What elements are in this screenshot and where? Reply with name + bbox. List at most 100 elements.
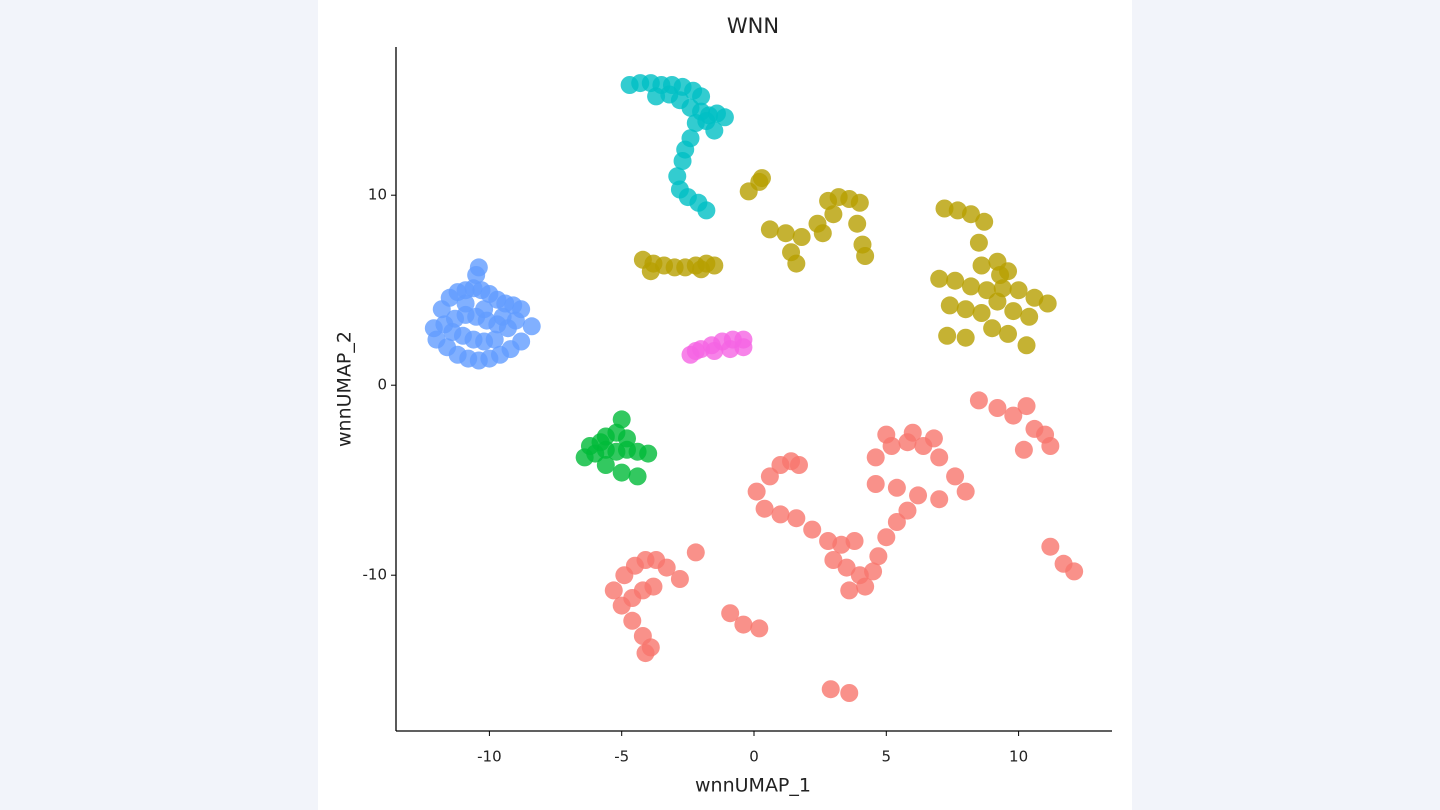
point — [734, 615, 753, 634]
point — [705, 342, 724, 360]
point — [930, 490, 949, 509]
point — [456, 294, 475, 313]
point — [869, 547, 888, 566]
point — [697, 201, 716, 220]
point — [1065, 562, 1084, 581]
point — [673, 152, 692, 170]
point — [617, 429, 636, 448]
point — [856, 577, 875, 596]
point — [930, 448, 949, 467]
point — [887, 478, 906, 497]
point — [475, 300, 494, 319]
point — [644, 577, 663, 596]
point — [789, 456, 808, 474]
point — [686, 543, 705, 562]
chart-title: WNN — [727, 14, 779, 38]
point — [485, 330, 504, 349]
point — [469, 258, 488, 277]
point — [887, 513, 906, 531]
point — [776, 224, 795, 243]
point — [864, 562, 883, 581]
x-tick-label: 10 — [1009, 748, 1028, 766]
point — [1017, 397, 1036, 416]
point — [692, 260, 711, 279]
point — [1014, 440, 1033, 459]
point — [924, 429, 943, 448]
point — [657, 558, 676, 577]
point — [938, 326, 957, 345]
point — [956, 328, 975, 347]
point — [623, 611, 642, 630]
point — [639, 444, 658, 463]
point — [824, 551, 843, 569]
point — [866, 448, 885, 467]
point — [840, 581, 859, 600]
x-tick-label: 5 — [882, 748, 892, 766]
point — [612, 410, 631, 429]
point — [988, 292, 1007, 311]
point — [803, 520, 822, 539]
point — [596, 456, 615, 474]
point — [956, 482, 975, 501]
point — [977, 281, 996, 300]
point — [898, 501, 917, 520]
point — [787, 509, 806, 528]
point — [903, 423, 922, 442]
y-tick-label: 10 — [368, 186, 387, 204]
point — [705, 121, 724, 140]
point — [734, 338, 753, 357]
point — [1004, 406, 1023, 425]
point — [946, 271, 965, 290]
point — [612, 463, 631, 482]
point — [983, 319, 1002, 338]
point — [930, 269, 949, 288]
point — [752, 169, 771, 188]
point — [877, 528, 896, 547]
point — [641, 262, 660, 281]
point — [747, 482, 766, 501]
point — [591, 433, 610, 452]
point — [721, 604, 740, 623]
point — [988, 399, 1007, 417]
point — [991, 266, 1010, 284]
point — [877, 425, 896, 444]
point — [1020, 307, 1039, 326]
point — [512, 332, 531, 351]
x-axis-title: wnnUMAP_1 — [695, 775, 811, 797]
point — [813, 224, 832, 243]
point — [850, 193, 869, 212]
point — [961, 205, 980, 224]
point — [522, 317, 541, 336]
point — [636, 644, 655, 663]
x-tick-label: 0 — [749, 748, 759, 766]
point — [856, 247, 875, 265]
point — [837, 558, 856, 577]
point — [975, 212, 994, 231]
point — [1017, 336, 1036, 355]
point — [715, 108, 734, 127]
point — [506, 311, 525, 330]
point — [821, 680, 840, 699]
point — [969, 233, 988, 252]
point — [940, 296, 959, 315]
point — [840, 684, 859, 702]
point — [1038, 294, 1057, 313]
point — [956, 300, 975, 319]
point — [1009, 281, 1028, 300]
point — [692, 87, 711, 106]
point — [1041, 437, 1060, 455]
point — [628, 467, 647, 486]
point — [969, 391, 988, 410]
point — [848, 214, 867, 233]
point — [866, 475, 885, 493]
point — [787, 254, 806, 273]
point — [443, 323, 462, 341]
point — [1004, 302, 1023, 321]
point — [999, 324, 1018, 343]
point — [824, 205, 843, 224]
x-tick-label: -10 — [477, 748, 502, 766]
point — [1041, 537, 1060, 556]
point — [647, 87, 666, 106]
point — [721, 340, 740, 359]
